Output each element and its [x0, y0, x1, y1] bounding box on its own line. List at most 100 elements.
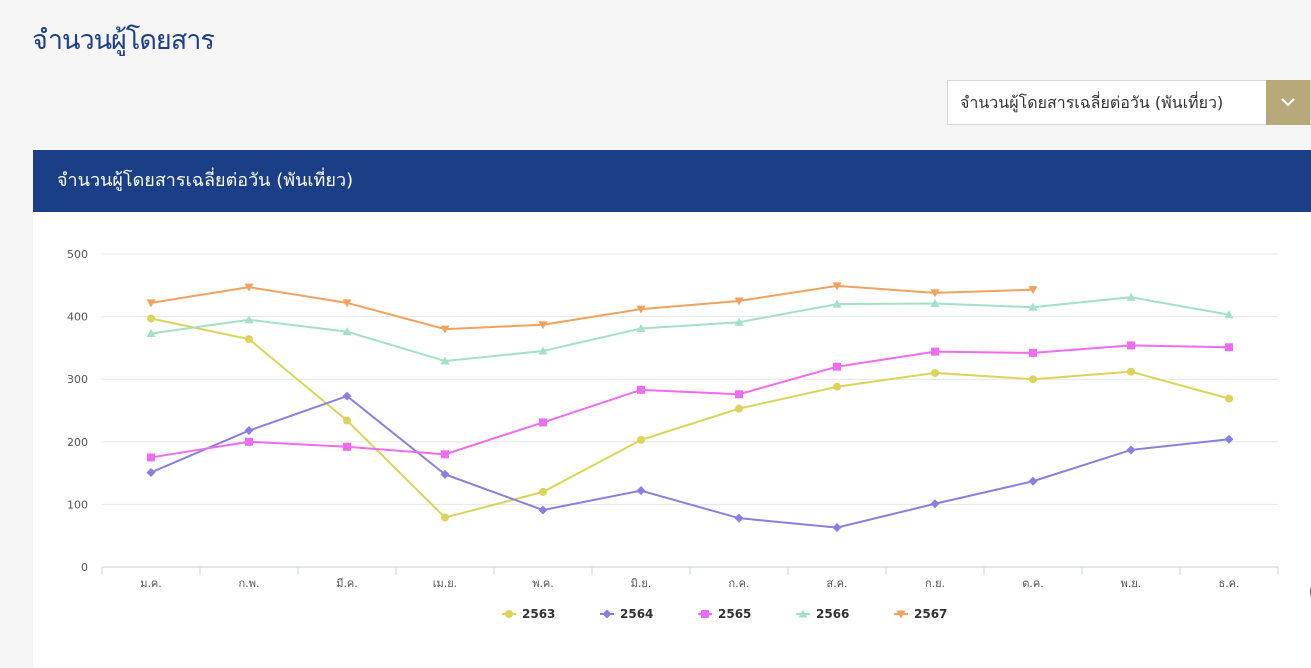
x-tick-label: ต.ค.	[1022, 577, 1044, 590]
data-point	[833, 382, 841, 391]
x-tick-label: พ.ค.	[532, 577, 554, 590]
series-line-2563	[150, 317, 1230, 519]
y-tick-label: 300	[67, 373, 88, 386]
data-point	[1028, 476, 1038, 486]
data-point	[244, 315, 254, 324]
data-point	[539, 418, 547, 427]
x-tick-label: พ.ย.	[1121, 577, 1142, 590]
x-tick-label: ม.ค.	[140, 577, 162, 590]
data-point	[343, 442, 351, 451]
data-point	[146, 329, 156, 338]
data-point	[441, 450, 449, 459]
data-point	[832, 299, 842, 308]
chart-panel: จำนวนผู้โดยสารเฉลี่ยต่อวัน (พันเที่ยว) 0…	[33, 150, 1311, 668]
legend-marker	[602, 609, 612, 619]
legend-label: 2563	[522, 607, 555, 621]
legend-item-2567[interactable]: 2567	[894, 607, 947, 621]
panel-title: จำนวนผู้โดยสารเฉลี่ยต่อวัน (พันเที่ยว)	[33, 150, 1311, 212]
y-tick-label: 500	[67, 248, 88, 261]
data-point	[342, 391, 352, 401]
data-point	[734, 513, 744, 523]
line-chart: 0 100 200 300 400 500 ม.ค. ก.พ. มี.ค. เม.ย. พ.ค. มิ…	[67, 248, 1279, 621]
data-point	[440, 356, 450, 365]
data-point	[1127, 367, 1135, 376]
data-point	[146, 467, 156, 477]
data-point	[734, 317, 744, 326]
data-point	[1029, 348, 1037, 357]
data-point	[146, 299, 156, 308]
data-point	[1029, 375, 1037, 384]
data-point	[440, 325, 450, 334]
data-point	[539, 487, 547, 496]
legend-label: 2567	[914, 607, 947, 621]
data-point	[1127, 341, 1135, 350]
data-point	[538, 346, 548, 355]
data-point	[1224, 310, 1234, 319]
legend-marker	[798, 609, 808, 618]
legend-label: 2565	[718, 607, 751, 621]
data-point	[735, 390, 743, 399]
data-point	[832, 282, 842, 291]
data-point	[1028, 286, 1038, 295]
chevron-down-icon	[1281, 98, 1295, 107]
x-tick-label: เม.ย.	[433, 577, 457, 590]
legend-marker	[505, 610, 513, 618]
data-point	[1126, 445, 1136, 455]
metric-select[interactable]: จำนวนผู้โดยสารเฉลี่ยต่อวัน (พันเที่ยว)	[947, 80, 1311, 125]
series-layer	[146, 282, 1234, 533]
legend-item-2563[interactable]: 2563	[502, 607, 555, 621]
data-point	[538, 321, 548, 330]
data-point	[342, 299, 352, 308]
data-point	[1028, 302, 1038, 311]
series-line-2566	[150, 296, 1230, 363]
series-2566	[146, 292, 1234, 365]
back-to-top-icon[interactable]	[1303, 578, 1311, 618]
series-2565	[147, 341, 1233, 462]
data-point	[636, 486, 646, 496]
data-point	[735, 404, 743, 413]
legend-label: 2566	[816, 607, 849, 621]
data-point	[636, 323, 646, 332]
y-tick-label: 400	[67, 311, 88, 324]
x-tick-label: ก.ค.	[728, 577, 749, 590]
series-line-2567	[150, 284, 1034, 331]
data-point	[441, 513, 449, 522]
data-point	[244, 283, 254, 292]
data-point	[930, 289, 940, 298]
legend-item-2564[interactable]: 2564	[600, 607, 653, 621]
data-point	[343, 416, 351, 425]
x-tick-label: มี.ค.	[336, 577, 358, 590]
x-tick-label: ธ.ค.	[1218, 577, 1239, 590]
page-title: จำนวนผู้โดยสาร	[32, 25, 215, 56]
data-point	[244, 426, 254, 436]
axis-layer: 0 100 200 300 400 500 ม.ค. ก.พ. มี.ค. เม.ย. พ.ค. มิ…	[67, 248, 1279, 590]
data-point	[832, 523, 842, 533]
legend-item-2566[interactable]: 2566	[796, 607, 849, 621]
data-point	[147, 314, 155, 323]
data-point	[538, 505, 548, 515]
series-line-2565	[150, 344, 1230, 459]
data-point	[833, 362, 841, 371]
data-point	[930, 499, 940, 509]
data-point	[637, 385, 645, 394]
legend-item-2565[interactable]: 2565	[698, 607, 751, 621]
data-point	[1224, 434, 1234, 444]
y-tick-label: 100	[67, 498, 88, 511]
data-point	[1225, 343, 1233, 352]
x-tick-label: ส.ค.	[826, 577, 847, 590]
data-point	[734, 297, 744, 306]
data-point	[440, 469, 450, 479]
data-point	[245, 437, 253, 446]
data-point	[931, 347, 939, 356]
series-2567	[146, 282, 1038, 334]
dropdown-button[interactable]	[1266, 80, 1310, 125]
series-2563	[147, 314, 1233, 522]
metric-select-value: จำนวนผู้โดยสารเฉลี่ยต่อวัน (พันเที่ยว)	[960, 93, 1224, 112]
data-point	[342, 327, 352, 336]
y-tick-label: 200	[67, 436, 88, 449]
series-2564	[146, 391, 1234, 533]
data-point	[636, 305, 646, 314]
data-point	[1225, 394, 1233, 403]
legend[interactable]: 2563 2564 2565 2566 2567	[502, 607, 947, 621]
legend-marker	[896, 610, 906, 619]
